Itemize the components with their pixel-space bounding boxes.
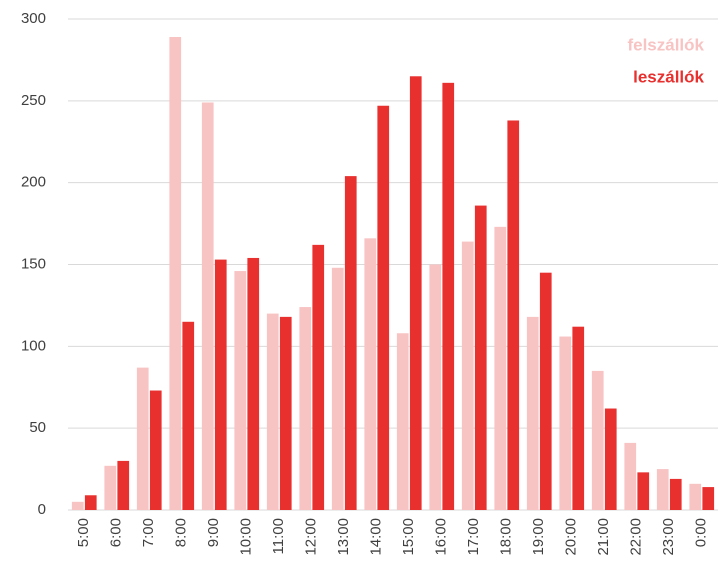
bar xyxy=(702,487,715,510)
x-tick-label: 15:00 xyxy=(400,518,417,556)
bar xyxy=(84,495,97,510)
bar xyxy=(409,76,422,511)
x-tick-label: 20:00 xyxy=(563,518,580,556)
bar xyxy=(331,267,344,510)
x-tick-label: 14:00 xyxy=(368,518,385,556)
bar xyxy=(494,226,507,510)
bar xyxy=(266,313,279,510)
bar xyxy=(169,37,182,511)
bar xyxy=(104,465,117,510)
x-tick-label: 23:00 xyxy=(660,518,677,556)
bar xyxy=(377,105,390,510)
bar xyxy=(71,501,84,510)
bar xyxy=(396,333,409,510)
bar xyxy=(689,483,702,510)
y-tick-label: 300 xyxy=(21,10,46,27)
x-tick-label: 19:00 xyxy=(530,518,547,556)
bar xyxy=(214,259,227,510)
bar xyxy=(344,176,357,510)
x-tick-label: 7:00 xyxy=(140,518,157,547)
bar xyxy=(201,102,214,510)
x-tick-label: 12:00 xyxy=(303,518,320,556)
bar xyxy=(461,241,474,510)
bar xyxy=(364,238,377,510)
bar xyxy=(572,326,585,510)
y-tick-label: 0 xyxy=(38,501,46,518)
y-tick-label: 200 xyxy=(21,174,46,191)
bar xyxy=(624,442,637,510)
bar xyxy=(637,472,650,510)
x-tick-label: 16:00 xyxy=(433,518,450,556)
bar xyxy=(117,460,130,510)
bar xyxy=(312,244,325,511)
bar xyxy=(591,370,604,510)
y-tick-label: 250 xyxy=(21,92,46,109)
bar xyxy=(299,307,312,510)
y-tick-label: 50 xyxy=(29,419,46,436)
x-tick-label: 22:00 xyxy=(628,518,645,556)
x-tick-label: 0:00 xyxy=(693,518,710,547)
bar xyxy=(526,316,539,510)
bar xyxy=(539,272,552,510)
y-tick-label: 150 xyxy=(21,255,46,272)
x-tick-label: 17:00 xyxy=(465,518,482,556)
x-tick-label: 10:00 xyxy=(238,518,255,556)
bar xyxy=(442,82,455,510)
bar xyxy=(669,478,682,510)
x-tick-label: 6:00 xyxy=(108,518,125,547)
x-tick-label: 9:00 xyxy=(205,518,222,547)
bar xyxy=(279,316,292,510)
bar xyxy=(234,271,247,510)
x-tick-label: 18:00 xyxy=(498,518,515,556)
bar xyxy=(656,469,669,510)
legend-label: leszállók xyxy=(633,67,704,86)
x-tick-label: 21:00 xyxy=(595,518,612,556)
bar xyxy=(429,264,442,510)
x-tick-label: 13:00 xyxy=(335,518,352,556)
x-tick-label: 8:00 xyxy=(173,518,190,547)
bar xyxy=(507,120,520,511)
x-tick-label: 11:00 xyxy=(270,518,287,554)
bar xyxy=(604,408,617,510)
bar xyxy=(559,336,572,510)
bar xyxy=(136,367,149,510)
y-tick-label: 100 xyxy=(21,337,46,354)
legend-label: felszállók xyxy=(627,35,704,54)
bar xyxy=(182,321,195,510)
x-tick-label: 5:00 xyxy=(75,518,92,547)
bar xyxy=(149,390,162,510)
bar xyxy=(247,257,260,510)
bar xyxy=(474,205,487,510)
